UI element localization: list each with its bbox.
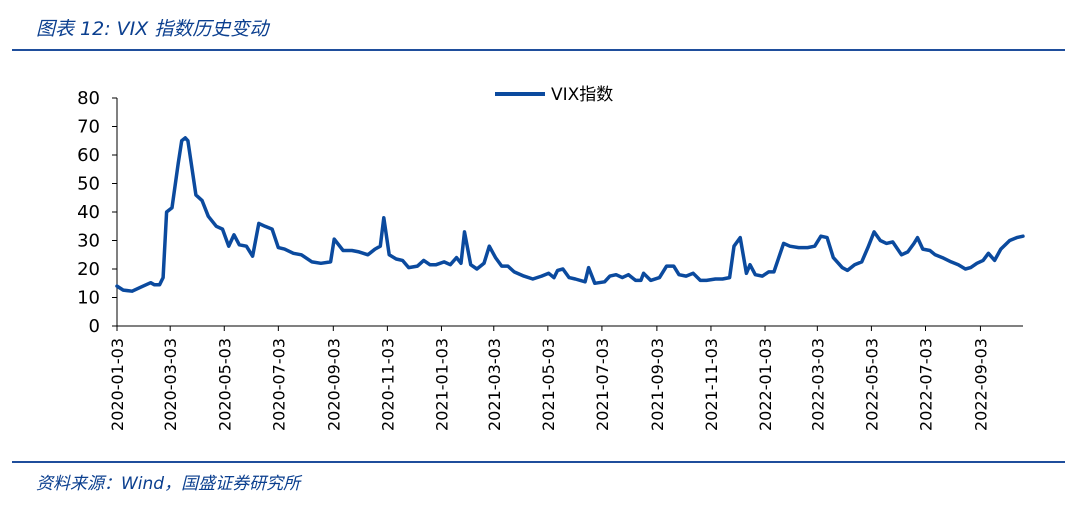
x-tick-label: 2020-07-03 [269,338,288,431]
figure-header: 图表 12: VIX 指数历史变动 [0,0,1080,52]
x-tick-label: 2020-09-03 [324,338,343,431]
chart-axes: 0 10 20 30 40 50 60 70 80 2020-01-03 2020-03-03 202… [77,88,1023,431]
figure-title: 图表 12: VIX 指数历史变动 [36,18,269,40]
x-tick-label: 2021-11-03 [702,338,721,431]
x-tick-label: 2021-09-03 [648,338,667,431]
source-note: 资料来源：Wind，国盛证券研究所 [36,474,301,494]
x-tick-label: 2020-01-03 [108,338,127,431]
bottom-divider [12,461,1065,463]
x-tick-label: 2022-09-03 [971,338,990,431]
y-tick-label: 70 [77,117,100,138]
y-tick-label: 0 [89,316,100,337]
x-tick-label: 2021-03-03 [485,338,504,431]
y-tick-label: 80 [77,88,100,109]
vix-series-line [115,136,1025,293]
y-tick-label: 20 [77,259,100,280]
x-tick-label: 2020-03-03 [161,338,180,431]
x-tick-label: 2022-07-03 [916,338,935,431]
x-tick-label: 2020-11-03 [378,338,397,431]
legend-label: VIX指数 [551,85,613,105]
chart-plot-area [115,136,1025,293]
y-tick-label: 50 [77,174,100,195]
x-tick-label: 2020-05-03 [215,338,234,431]
top-divider [12,49,1065,51]
chart-legend: VIX指数 [495,85,613,105]
x-tick-label: 2021-01-03 [432,338,451,431]
y-tick-label: 10 [77,288,100,309]
x-tick-label: 2021-05-03 [539,338,558,431]
y-tick-label: 30 [77,231,100,252]
x-tick-label: 2022-01-03 [756,338,775,431]
x-tick-label: 2022-03-03 [808,338,827,431]
x-tick-label: 2022-05-03 [862,338,881,431]
y-tick-label: 40 [77,202,100,223]
y-tick-label: 60 [77,145,100,166]
x-tick-label: 2021-07-03 [593,338,612,431]
